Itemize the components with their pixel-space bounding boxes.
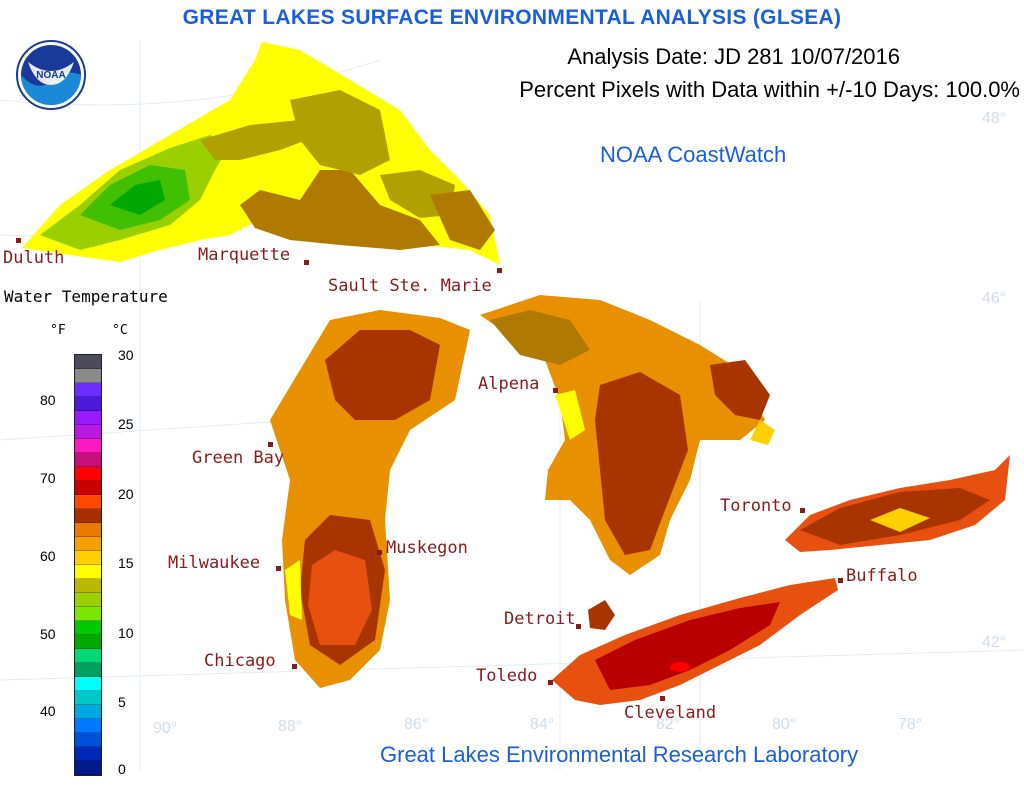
lake-ontario	[785, 455, 1010, 552]
tick-c-0: 0	[118, 761, 126, 777]
analysis-date: Analysis Date: JD 281 10/07/2016	[567, 44, 900, 69]
tick-f-50: 50	[40, 626, 56, 642]
svg-text:NOAA: NOAA	[36, 70, 65, 81]
tick-c-30: 30	[118, 347, 134, 363]
tick-f-70: 70	[40, 470, 56, 486]
noaa-logo: NOAA	[16, 40, 86, 110]
tick-c-10: 10	[118, 625, 134, 641]
lat-48-label: 48°	[982, 110, 1007, 127]
lon-80-label: 80°	[772, 716, 797, 733]
city-milwaukee: Milwaukee	[168, 553, 261, 573]
percent-pixels: Percent Pixels with Data within +/-10 Da…	[519, 77, 1020, 102]
color-swatch	[75, 747, 101, 761]
city-sault-ste-marie: Sault Ste. Marie	[328, 276, 492, 296]
lon-78-label: 78°	[898, 716, 923, 733]
color-swatch	[75, 467, 101, 481]
color-swatch	[75, 425, 101, 439]
city-alpena: Alpena	[478, 374, 540, 394]
lon-88-label: 88°	[278, 718, 303, 735]
color-swatch	[75, 719, 101, 733]
city-detroit: Detroit	[504, 609, 576, 629]
color-swatch	[75, 509, 101, 523]
unit-fahrenheit: °F	[50, 323, 66, 338]
tick-c-20: 20	[118, 486, 134, 502]
color-swatch	[75, 761, 101, 775]
lake-erie	[552, 578, 838, 705]
color-swatch	[75, 733, 101, 747]
color-swatch	[75, 551, 101, 565]
tick-f-60: 60	[40, 548, 56, 564]
color-swatch	[75, 453, 101, 467]
color-swatch	[75, 649, 101, 663]
color-swatch	[75, 439, 101, 453]
lon-84-label: 84°	[530, 716, 555, 733]
agency-label: NOAA CoastWatch	[600, 142, 787, 167]
city-cleveland: Cleveland	[624, 703, 717, 723]
city-toronto: Toronto	[720, 496, 792, 516]
color-swatch	[75, 663, 101, 677]
city-buffalo: Buffalo	[846, 566, 918, 586]
lat-42-label: 42°	[982, 634, 1007, 651]
lon-90-label: 90°	[153, 720, 178, 737]
lake-michigan	[270, 310, 470, 688]
lon-82-label: 82°	[656, 716, 681, 733]
color-swatch	[75, 369, 101, 383]
city-toledo: Toledo	[476, 666, 538, 686]
color-swatch	[75, 481, 101, 495]
color-swatch	[75, 705, 101, 719]
color-swatch	[75, 397, 101, 411]
color-swatch	[75, 411, 101, 425]
color-swatch	[75, 593, 101, 607]
color-swatch	[75, 677, 101, 691]
lon-86-label: 86°	[404, 716, 429, 733]
color-swatch	[75, 635, 101, 649]
color-swatch	[75, 579, 101, 593]
color-swatch	[75, 383, 101, 397]
lab-label: Great Lakes Environmental Research Labor…	[380, 742, 859, 767]
color-swatch	[75, 495, 101, 509]
lake-huron	[480, 295, 775, 575]
page-title: GREAT LAKES SURFACE ENVIRONMENTAL ANALYS…	[182, 6, 842, 29]
lat-46-label: 46°	[982, 290, 1007, 307]
tick-f-80: 80	[40, 392, 56, 408]
color-swatch	[75, 537, 101, 551]
color-scale	[74, 354, 102, 776]
city-markers	[16, 238, 843, 701]
lake-st-clair	[588, 600, 615, 630]
tick-c-15: 15	[118, 555, 134, 571]
color-swatch	[75, 621, 101, 635]
city-muskegon: Muskegon	[386, 538, 468, 558]
color-swatch	[75, 355, 101, 369]
color-swatch	[75, 607, 101, 621]
legend-title: Water Temperature	[4, 287, 168, 306]
color-swatch	[75, 691, 101, 705]
lake-superior	[22, 42, 500, 265]
tick-c-5: 5	[118, 694, 126, 710]
unit-celsius: °C	[112, 323, 128, 338]
city-marquette: Marquette	[198, 245, 291, 265]
city-green-bay: Green Bay	[192, 448, 285, 468]
tick-f-40: 40	[40, 703, 56, 719]
city-chicago: Chicago	[204, 651, 276, 671]
color-swatch	[75, 523, 101, 537]
tick-c-25: 25	[118, 416, 134, 432]
color-swatch	[75, 565, 101, 579]
city-duluth: Duluth	[3, 248, 65, 268]
